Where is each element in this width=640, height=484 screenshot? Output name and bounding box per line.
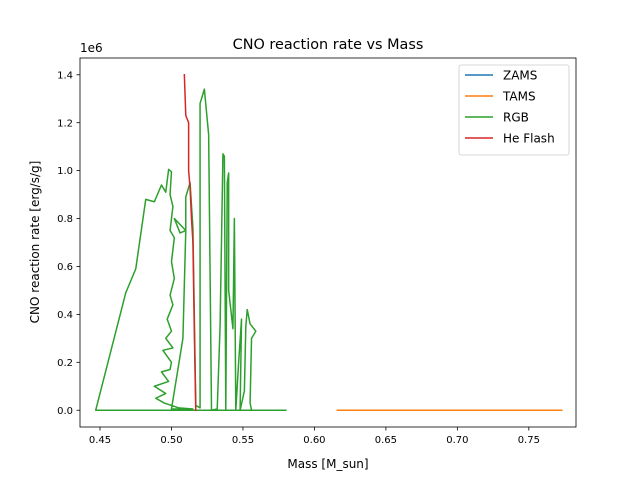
x-tick-label: 0.65	[375, 435, 397, 446]
y-tick-label: 1.2	[57, 118, 73, 129]
x-tick-label: 0.60	[303, 435, 325, 446]
y-axis-label: CNO reaction rate [erg/s/g]	[28, 161, 42, 324]
x-tick-label: 0.55	[232, 435, 254, 446]
y-tick-label: 1.4	[57, 70, 73, 81]
x-tick-label: 0.50	[160, 435, 182, 446]
legend-label: ZAMS	[503, 69, 537, 83]
legend-label: TAMS	[502, 90, 536, 104]
x-tick-label: 0.75	[518, 435, 540, 446]
x-axis-label: Mass [M_sun]	[287, 457, 368, 471]
x-tick-label: 0.70	[446, 435, 468, 446]
y-tick-label: 0.4	[57, 310, 73, 321]
legend-label: He Flash	[503, 132, 555, 146]
legend-box	[458, 64, 570, 156]
y-tick-label: 1.0	[57, 166, 73, 177]
series-line-he-flash	[183, 73, 197, 411]
axes-frame	[79, 57, 577, 428]
y-tick-label: 0.8	[57, 214, 73, 225]
y-tick-label: 0.0	[57, 406, 73, 417]
y-tick-label: 0.6	[57, 262, 73, 273]
x-tick-label: 0.45	[89, 435, 111, 446]
y-tick-label: 0.2	[57, 358, 73, 369]
legend-label: RGB	[503, 111, 529, 125]
chart-title: CNO reaction rate vs Mass	[233, 37, 424, 53]
legend: ZAMS TAMS RGB He Flash	[458, 64, 570, 156]
y-offset-label: 1e6	[80, 41, 103, 55]
series-line-rgb	[94, 88, 287, 411]
